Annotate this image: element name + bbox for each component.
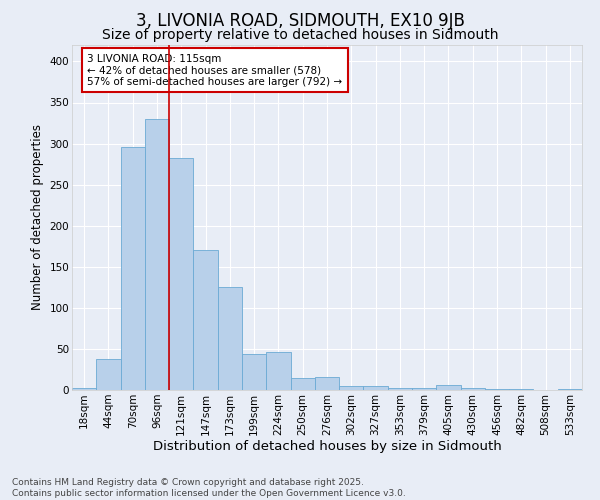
Bar: [121, 147, 145, 390]
Text: 3, LIVONIA ROAD, SIDMOUTH, EX10 9JB: 3, LIVONIA ROAD, SIDMOUTH, EX10 9JB: [136, 12, 464, 30]
Bar: [339, 386, 364, 390]
Bar: [193, 250, 218, 390]
Bar: [218, 288, 242, 390]
Bar: [412, 388, 436, 390]
Text: Size of property relative to detached houses in Sidmouth: Size of property relative to detached ho…: [102, 28, 498, 42]
Bar: [461, 388, 485, 390]
Bar: [290, 378, 315, 390]
Bar: [485, 389, 509, 390]
Bar: [388, 388, 412, 390]
Y-axis label: Number of detached properties: Number of detached properties: [31, 124, 44, 310]
Text: 3 LIVONIA ROAD: 115sqm
← 42% of detached houses are smaller (578)
57% of semi-de: 3 LIVONIA ROAD: 115sqm ← 42% of detached…: [88, 54, 343, 87]
Bar: [145, 119, 169, 390]
Bar: [364, 386, 388, 390]
Bar: [169, 158, 193, 390]
Bar: [96, 359, 121, 390]
Bar: [72, 388, 96, 390]
Bar: [509, 389, 533, 390]
Bar: [558, 389, 582, 390]
Bar: [242, 354, 266, 390]
Bar: [266, 352, 290, 390]
Bar: [315, 377, 339, 390]
X-axis label: Distribution of detached houses by size in Sidmouth: Distribution of detached houses by size …: [152, 440, 502, 454]
Text: Contains HM Land Registry data © Crown copyright and database right 2025.
Contai: Contains HM Land Registry data © Crown c…: [12, 478, 406, 498]
Bar: [436, 385, 461, 390]
